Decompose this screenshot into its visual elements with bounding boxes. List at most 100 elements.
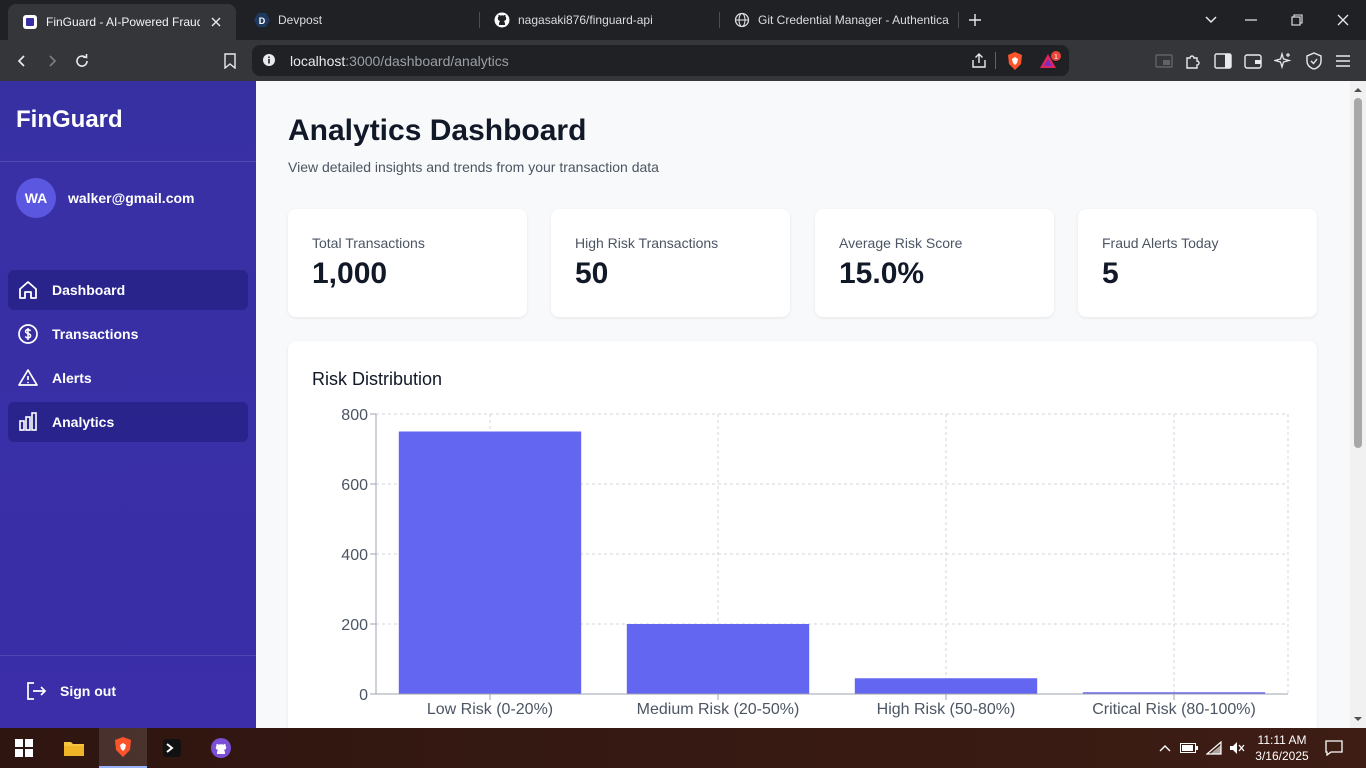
url-text: localhost:3000/dashboard/analytics [290,53,509,69]
app-sidebar: FinGuard WA walker@gmail.com Dashboard T… [0,81,256,728]
notification-center-button[interactable] [1323,738,1345,758]
sidebar-item-alerts[interactable]: Alerts [8,358,248,398]
reload-button[interactable] [69,48,95,74]
site-info-icon[interactable] [262,53,276,72]
sidebar-item-label: Transactions [52,326,139,342]
bookmark-button[interactable] [217,48,243,74]
tab-separator [958,12,959,28]
vpn-button[interactable] [1301,48,1327,74]
new-tab-button[interactable] [952,0,998,40]
scrollbar-thumb[interactable] [1354,98,1362,448]
notification-icon [1325,740,1343,756]
close-tab-icon[interactable] [206,12,226,32]
close-window-button[interactable] [1320,0,1366,40]
warning-triangle-icon [16,366,40,390]
pip-icon [1155,54,1173,68]
sidebar-item-transactions[interactable]: Transactions [8,314,248,354]
page-title: Analytics Dashboard [288,114,587,147]
minimize-button[interactable] [1228,0,1274,40]
y-tick-label: 200 [341,617,368,634]
leo-ai-button[interactable] [1270,48,1296,74]
clock-date: 3/16/2025 [1255,749,1309,763]
brand-logo[interactable]: FinGuard [16,106,123,133]
tab-github[interactable]: nagasaki876/finguard-api [480,6,716,34]
stat-card-average-risk-score: Average Risk Score 15.0% [815,209,1054,317]
tab-devpost[interactable]: D Devpost [240,6,476,34]
chart-title: Risk Distribution [312,369,443,389]
sidebar-divider [0,655,256,656]
risk-distribution-card: Risk Distribution 0 200 400 600 800 Low Risk … [288,341,1317,728]
windows-logo-icon [15,739,33,757]
restore-button[interactable] [1274,0,1320,40]
omnibox-divider [995,52,996,69]
home-icon [16,278,40,302]
taskbar-brave[interactable] [99,728,147,768]
stat-label: Average Risk Score [839,235,963,251]
tab-title: Git Credential Manager - Authentica [758,13,949,27]
tab-finguard[interactable]: FinGuard - AI-Powered Fraud D [8,4,236,40]
tab-search-button[interactable] [1188,0,1234,40]
stat-value: 15.0% [839,257,925,290]
bookmark-icon [224,53,236,69]
folder-icon [64,742,84,756]
puzzle-icon [1186,55,1200,69]
show-hidden-icons-button[interactable] [1155,738,1175,758]
y-tick-label: 800 [341,407,368,424]
taskbar-file-explorer[interactable] [50,728,98,768]
sparkle-icon [1274,52,1292,70]
tab-git-credential[interactable]: Git Credential Manager - Authentica [720,6,956,34]
brave-rewards-icon[interactable]: 1 [1038,51,1062,76]
bar-3 [1082,692,1266,694]
tab-title: FinGuard - AI-Powered Fraud D [46,15,200,29]
back-button[interactable] [9,48,35,74]
page-scrollbar[interactable] [1350,81,1366,728]
y-tick-label: 400 [341,547,368,564]
main-menu-button[interactable] [1330,48,1356,74]
stat-card-fraud-alerts-today: Fraud Alerts Today 5 [1078,209,1317,317]
sign-out-button[interactable]: Sign out [24,679,116,703]
terminal-icon [163,739,181,757]
logout-icon [24,679,48,703]
restore-icon [1291,14,1303,26]
sidebar-divider [0,161,256,162]
sign-out-label: Sign out [60,683,116,699]
stat-card-high-risk-transactions: High Risk Transactions 50 [551,209,790,317]
taskbar-github-desktop[interactable] [197,728,245,768]
stat-value: 5 [1102,257,1119,290]
browser-toolbar: localhost:3000/dashboard/analytics 1 [0,40,1366,81]
bar-chart-icon [16,410,40,434]
sidebar-item-dashboard[interactable]: Dashboard [8,270,248,310]
x-tick-label: Low Risk (0-20%) [427,701,553,718]
extensions-button[interactable] [1180,48,1206,74]
tab-title: nagasaki876/finguard-api [518,13,653,27]
forward-button[interactable] [39,48,65,74]
url-host: localhost [290,53,346,69]
share-icon[interactable] [970,52,988,75]
clock-time: 11:11 AM [1257,733,1307,747]
stat-value: 50 [575,257,609,290]
volume-indicator[interactable] [1227,738,1247,758]
plus-icon [969,14,981,26]
notification-count: 1 [1054,54,1058,61]
battery-indicator[interactable] [1179,738,1199,758]
system-clock[interactable]: 11:11 AM 3/16/2025 [1250,732,1314,764]
taskbar-terminal[interactable] [148,728,196,768]
sidebar-toggle-button[interactable] [1210,48,1236,74]
sidebar-item-analytics[interactable]: Analytics [8,402,248,442]
wallet-icon [1244,54,1262,69]
start-button[interactable] [0,728,48,768]
shield-icon [1306,52,1322,70]
address-bar[interactable]: localhost:3000/dashboard/analytics 1 [252,45,1069,76]
picture-in-picture-button[interactable] [1151,48,1177,74]
network-indicator[interactable] [1204,738,1224,758]
arrow-left-icon [17,55,25,67]
wallet-button[interactable] [1240,48,1266,74]
scroll-up-icon [1354,88,1362,92]
brave-shields-icon[interactable] [1006,51,1024,76]
bar-2 [854,678,1038,694]
github-favicon-icon [494,12,510,28]
brave-browser-icon [115,737,131,757]
y-tick-label: 600 [341,477,368,494]
hamburger-menu-icon [1336,55,1350,67]
tab-title: Devpost [278,13,323,27]
